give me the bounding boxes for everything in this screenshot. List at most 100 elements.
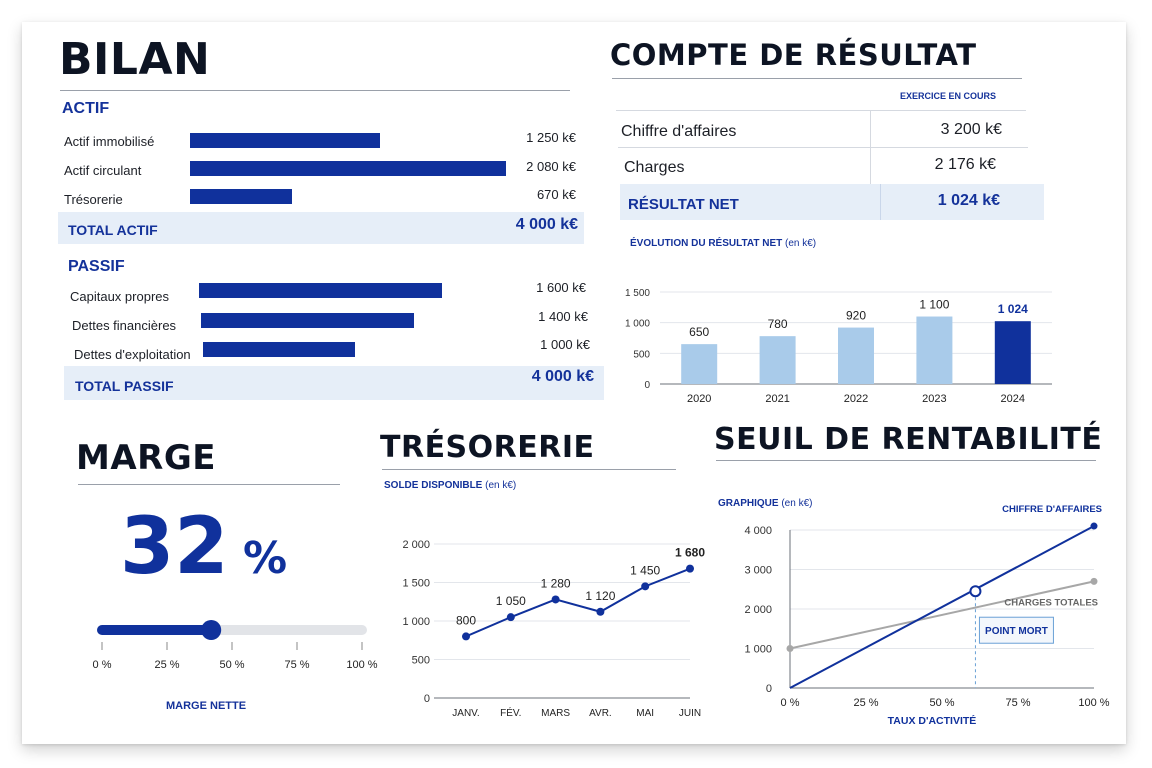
tresorerie-title-rule [382,469,676,470]
bar-chart-value-label: 650 [689,325,709,339]
bar-chart-value-label: 780 [768,317,788,331]
line-chart-value-label: 1 450 [630,563,660,577]
marge-section: MARGE 32 % 0 % 25 % 50 % 75 % 100 % MARGE NE… [22,408,378,744]
line-chart-value-label: 800 [456,613,476,627]
bar-chart-value-label: 1 024 [998,302,1028,316]
resultat-chart-title: ÉVOLUTION DU RÉSULTAT NET (en k€) [630,238,816,249]
compte-table-vline [880,184,881,220]
seuil-xtick-label: 50 % [929,697,954,709]
seuil-ytick-label: 3 000 [744,565,772,577]
seuil-ytick-label: 2 000 [744,604,772,616]
seuil-xtick-label: 100 % [1078,697,1109,709]
marge-gauge: 0 % 25 % 50 % 75 % 100 % [93,620,378,671]
passif-row-value: 1 400 k€ [538,309,588,324]
compte-table-line [616,110,1026,111]
bar-chart-category-label: 2023 [922,393,946,405]
line-chart-ytick-label: 0 [424,693,430,705]
bar-chart-category-label: 2024 [1001,393,1025,405]
total-actif-band [58,212,584,244]
actif-row-label: Trésorerie [64,192,123,207]
actif-row-value: 670 k€ [536,187,576,202]
seuil-xtick-label: 0 % [781,697,800,709]
tresorerie-line-chart: 0 500 1 000 1 500 2 000 800 JANV. 1 050 FÉV. 1 28… [402,539,705,719]
seuil-point-mort-label: POINT MORT [985,626,1048,637]
actif-row-label: Actif immobilisé [64,134,155,149]
bar-chart-category-label: 2020 [687,393,711,405]
total-passif-band [64,366,604,400]
seuil-break-even-point [969,585,982,598]
passif-row-value: 1 000 k€ [540,337,590,352]
gauge-knob [201,620,222,640]
line-chart-value-label: 1 050 [496,594,526,608]
marge-title-rule [78,484,340,485]
gauge-tick-label: 0 % [93,659,112,671]
bilan-title-rule [60,90,570,91]
line-chart-point [551,595,560,604]
actif-row-label: Actif circulant [64,163,142,178]
bar-chart-value-label: 1 100 [919,298,949,312]
gauge-tick-label: 25 % [154,659,179,671]
resultat-chart-unit: (en k€) [785,238,817,249]
compte-column-header: EXERCICE EN COURS [900,91,997,101]
seuil-subtitle: GRAPHIQUE [718,498,779,509]
seuil-ytick-label: 4 000 [744,525,772,537]
resultat-chart-title-text: ÉVOLUTION DU RÉSULTAT NET [630,238,783,249]
resultat-bar-chart: 0 500 1 000 1 500 650 2020 780 2021 920 2022 1 100… [625,288,1052,405]
seuil-unit: (en k€) [781,498,813,509]
marge-value: 32 [120,502,229,592]
line-chart-point [462,632,470,641]
seuil-title: SEUIL DE RENTABILITÉ [714,422,1103,457]
line-chart-ytick-label: 500 [412,655,430,667]
line-chart-category-label: FÉV. [500,706,521,719]
line-chart-category-label: JANV. [452,708,479,719]
seuil-ca-point [1090,522,1098,530]
line-chart-ytick-label: 1 500 [402,578,430,590]
marge-unit: % [243,533,288,584]
bilan-section: BILAN ACTIF Actif immobilisé 1 250 k€ Ac… [22,22,604,408]
bar-chart-ytick-label: 500 [633,349,650,360]
bar-chart-bar [838,327,874,384]
compte-row-label: Charges [624,159,685,176]
compte-row-value: 2 176 k€ [934,156,996,173]
line-chart-value-label: 1 680 [675,546,705,560]
marge-title: MARGE [76,438,216,478]
line-chart-value-label: 1 280 [541,576,571,590]
dashboard-sheet: BILAN ACTIF Actif immobilisé 1 250 k€ Ac… [22,22,1126,744]
passif-row-label: Dettes d'exploitation [74,347,191,362]
total-passif-value: 4 000 k€ [531,368,594,385]
bar-chart-ytick-label: 1 000 [625,319,650,330]
actif-bar [190,189,292,204]
line-chart-point [506,613,515,622]
compte-table-vline [870,110,871,220]
seuil-xtick-label: 75 % [1005,697,1030,709]
tresorerie-unit: (en k€) [485,480,517,491]
actif-row-value: 2 080 k€ [526,159,576,174]
passif-row-label: Capitaux propres [70,289,169,304]
passif-heading: PASSIF [68,258,125,275]
seuil-chart: 0 1 000 2 000 3 000 4 000 0 % 25 % 50 % 75 % 100 … [744,504,1109,727]
seuil-ca-label: CHIFFRE D'AFFAIRES [1002,504,1102,515]
gauge-tick-label: 75 % [284,659,309,671]
bar-chart-category-label: 2021 [765,393,789,405]
tresorerie-title: TRÉSORERIE [380,430,595,465]
compte-title: COMPTE DE RÉSULTAT [610,38,977,72]
actif-bar [190,161,507,176]
line-chart-category-label: JUIN [679,708,701,719]
resultat-value: 1 024 k€ [937,192,1000,209]
bar-chart-bar [916,316,953,384]
line-chart-point [641,582,650,591]
marge-value-wrap: 32 % [120,502,287,592]
seuil-ytick-label: 0 [766,683,772,695]
passif-row-value: 1 600 k€ [536,280,586,295]
bar-chart-ytick-label: 1 500 [625,288,650,299]
bilan-title: BILAN [59,34,211,85]
tresorerie-section: TRÉSORERIE SOLDE DISPONIBLE (en k€) 0 500… [360,408,705,744]
seuil-ytick-label: 1 000 [744,644,772,656]
passif-bar [201,313,414,328]
actif-bar [190,133,380,148]
line-chart-ytick-label: 1 000 [402,616,430,628]
line-chart-category-label: AVR. [589,708,612,719]
gauge-tick-label: 50 % [219,659,244,671]
compte-section: COMPTE DE RÉSULTAT EXERCICE EN COURS Chi… [590,22,1126,408]
passif-row-label: Dettes financières [72,318,177,333]
